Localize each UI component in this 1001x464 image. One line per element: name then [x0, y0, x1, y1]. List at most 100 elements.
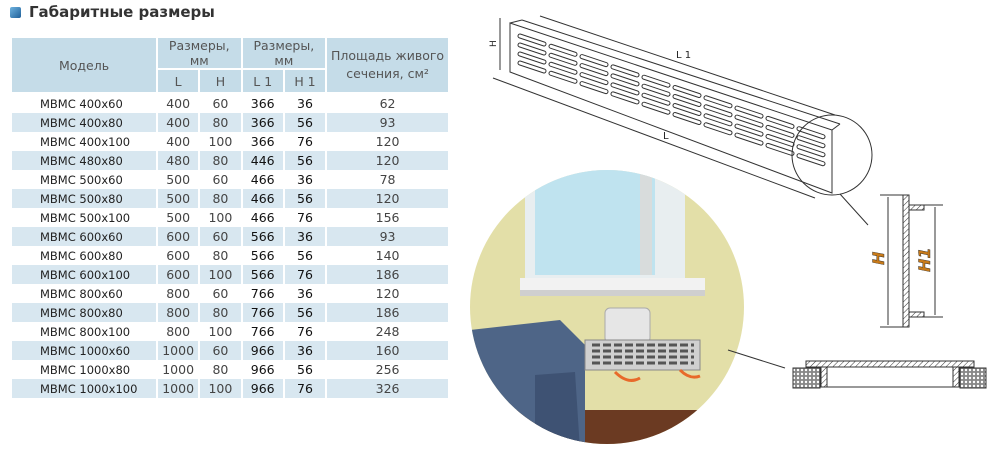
title-text: Габаритные размеры — [29, 3, 215, 21]
cell-model: МВМС 800x100 — [40, 324, 131, 339]
cell-L1: 566 — [242, 265, 283, 284]
grille-slot — [518, 61, 546, 73]
table-row: МВМС 800x100 800 100 766 76 248 — [12, 322, 448, 341]
grille-slot — [673, 113, 701, 124]
grille-slot — [673, 86, 701, 97]
cell-model: МВМС 1000x80 — [40, 362, 131, 377]
grille-slot — [766, 134, 794, 146]
cell-model: МВМС 600x60 — [12, 227, 156, 246]
cell-area: 186 — [327, 303, 448, 322]
grille-slot — [704, 105, 732, 117]
cell-H1: 56 — [284, 189, 326, 208]
grille-slot — [611, 74, 639, 86]
section-vertical — [880, 194, 943, 328]
cell-model: МВМС 500x100 — [40, 210, 131, 225]
grille-slot — [518, 34, 546, 46]
room-illustration — [470, 170, 744, 444]
cell-H1: 56 — [284, 151, 326, 170]
header-L1: L 1 — [242, 70, 283, 94]
cell-H1: 76 — [284, 265, 326, 284]
table-row: МВМС 600x100 600 100 566 76 186 — [12, 265, 448, 284]
grille-slot — [642, 84, 670, 96]
cell-model: МВМС 1000x60 — [12, 341, 156, 360]
cell-H: 100 — [208, 324, 233, 339]
grille-slot — [766, 143, 794, 155]
cell-H: 60 — [200, 341, 241, 360]
cell-H: 80 — [200, 151, 241, 170]
cell-model: МВМС 480x80 — [12, 151, 156, 170]
cell-H: 80 — [212, 248, 229, 263]
cell-L: 600 — [158, 265, 199, 284]
header-group1: Размеры, мм — [158, 38, 241, 70]
cell-model: МВМС 600x100 — [12, 265, 156, 284]
cell-area: 256 — [375, 362, 400, 377]
cell-area: 186 — [327, 265, 448, 284]
grille-slot — [735, 124, 763, 136]
table-row: МВМС 400x100 400 100 366 76 120 — [12, 132, 448, 151]
cell-area: 62 — [379, 96, 396, 111]
cell-H1: 76 — [297, 210, 313, 225]
cell-area: 93 — [327, 227, 448, 246]
bullet-icon — [10, 6, 21, 18]
cell-H: 100 — [208, 210, 233, 225]
cell-H1: 36 — [284, 341, 326, 360]
cell-H: 80 — [200, 189, 241, 208]
table-row: МВМС 600x80 600 80 566 56 140 — [12, 246, 448, 265]
cell-L: 800 — [166, 324, 191, 339]
cell-L1: 366 — [242, 113, 283, 132]
cell-area: 140 — [375, 248, 400, 263]
table-row: МВМС 800x80 800 80 766 56 186 — [12, 303, 448, 322]
cell-H1: 56 — [297, 362, 313, 377]
cell-model: МВМС 500x60 — [40, 172, 123, 187]
grille-slot — [518, 52, 546, 64]
label-L1: L 1 — [676, 50, 691, 61]
cell-H1: 56 — [284, 113, 326, 132]
cell-L: 500 — [158, 189, 199, 208]
grille-slot — [642, 75, 670, 87]
cell-L: 1000 — [158, 379, 199, 398]
cell-L1: 566 — [242, 227, 283, 246]
cell-model: МВМС 600x80 — [40, 248, 123, 263]
table-row: МВМС 800x60 800 60 766 36 120 — [12, 284, 448, 303]
cell-H: 100 — [200, 265, 241, 284]
header-group2: Размеры, мм — [242, 38, 326, 70]
cell-area: 326 — [327, 379, 448, 398]
cell-H1: 36 — [284, 227, 326, 246]
cell-H: 60 — [200, 227, 241, 246]
cell-model: МВМС 500x80 — [12, 189, 156, 208]
cell-L1: 966 — [250, 362, 275, 377]
grille-slot — [549, 62, 577, 74]
section-label-H: H — [869, 251, 888, 265]
cell-H: 80 — [212, 362, 229, 377]
cell-area: 248 — [375, 324, 400, 339]
cell-L: 600 — [158, 227, 199, 246]
table-row: МВМС 1000x80 1000 80 966 56 256 — [12, 360, 448, 379]
grille-slot — [673, 104, 701, 115]
section-horizontal — [792, 360, 987, 389]
cell-L1: 466 — [242, 189, 283, 208]
cell-L: 500 — [166, 172, 191, 187]
header-area: Площадь живого сечения, см² — [327, 38, 448, 94]
table-row: МВМС 500x100 500 100 466 76 156 — [12, 208, 448, 227]
cell-L: 1000 — [162, 362, 195, 377]
cell-L1: 766 — [250, 286, 275, 301]
cell-H1: 76 — [297, 134, 313, 149]
grille-slot — [766, 116, 794, 128]
grille-slot — [766, 125, 794, 137]
cell-area: 93 — [327, 113, 448, 132]
label-H: H — [489, 40, 499, 47]
grille-slot — [704, 114, 732, 126]
cell-H: 60 — [212, 172, 229, 187]
label-L: L — [663, 131, 669, 142]
header-H1: H 1 — [284, 70, 326, 94]
cell-L: 500 — [166, 210, 191, 225]
grille-slot — [642, 93, 670, 105]
grille-slot — [611, 83, 639, 95]
section-label-H1: H1 — [915, 247, 934, 272]
table-row: МВМС 600x60 600 60 566 36 93 — [12, 227, 448, 246]
cell-H: 60 — [212, 286, 229, 301]
cell-H: 80 — [200, 113, 241, 132]
cell-L1: 766 — [250, 324, 275, 339]
cell-model: МВМС 800x60 — [40, 286, 123, 301]
cell-L: 800 — [166, 286, 191, 301]
